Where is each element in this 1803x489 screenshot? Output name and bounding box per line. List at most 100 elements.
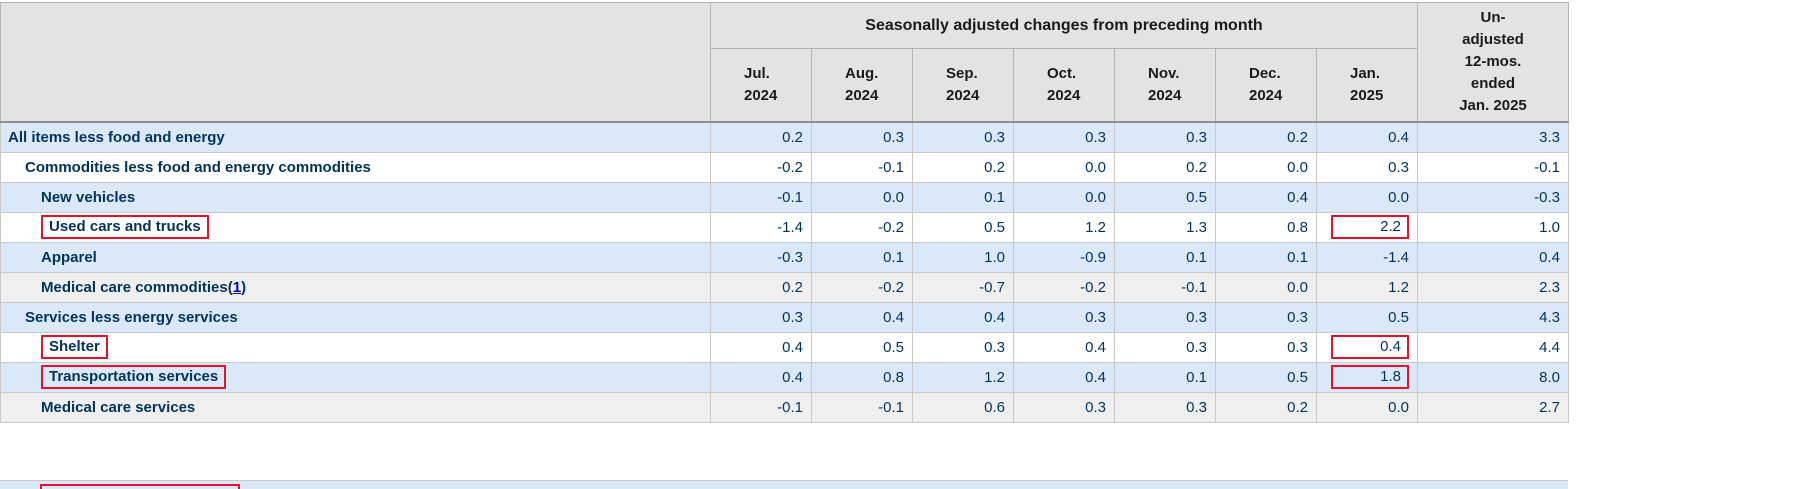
value-cell: 0.6	[912, 391, 1014, 423]
value-cell: 0.3	[912, 121, 1014, 153]
value-cell: 0.4	[1013, 331, 1115, 363]
value-cell: 0.3	[1114, 391, 1216, 423]
value-cell: -0.2	[811, 211, 913, 243]
unadjusted-header-line: ended	[1470, 75, 1516, 92]
value-cell: 0.2	[1114, 151, 1216, 183]
unadjusted-header-line: Jan. 2025	[1459, 97, 1527, 114]
value-cell: 0.4	[710, 361, 812, 393]
row-label-cell: Services less energy services	[0, 301, 711, 333]
value-cell: 0.8	[811, 361, 913, 393]
value-cell: 0.1	[811, 241, 913, 273]
table-row: Transportation services 0.4 0.8 1.2 0.4 0.1 0.…	[0, 361, 1569, 393]
value-cell: 1.2	[1316, 271, 1418, 303]
annual-value-cell: 4.4	[1417, 331, 1569, 363]
value-cell: 0.1	[1215, 241, 1317, 273]
value-cell: 1.2	[912, 361, 1014, 393]
month-header-row: Jul. 2024 Aug. 2024 Sep. 2024 Oct. 2024 Nov. 2024…	[1, 48, 1569, 124]
month-year-line: 2024	[1047, 87, 1081, 105]
table-row: Medical care commodities(1) 0.2 -0.2 -0.7 -0…	[0, 271, 1569, 303]
table-row: Apparel -0.3 0.1 1.0 -0.9 0.1 0.1 -1.4 0.4	[0, 241, 1569, 273]
month-year-line: 2024	[1249, 87, 1283, 105]
month-year-line: 2024	[946, 87, 980, 105]
month-column-header: Oct. 2024	[1013, 48, 1115, 124]
annual-value-cell: 8.0	[1417, 361, 1569, 393]
value-cell: -1.4	[710, 211, 812, 243]
table-row: Used cars and trucks -1.4 -0.2 0.5 1.2 1.3 0.8…	[0, 211, 1569, 243]
cpi-table: Seasonally adjusted changes from precedi…	[0, 1, 1569, 423]
value-cell: 0.1	[1114, 361, 1216, 393]
month-column-header: Jan. 2025	[1316, 48, 1418, 124]
annual-value-cell: 2.7	[1417, 391, 1569, 423]
table-row: All items less food and energy 0.2 0.3 0.3 0…	[0, 121, 1569, 153]
value-cell: 0.4	[1316, 331, 1418, 363]
row-label: All items less food and energy	[8, 128, 225, 146]
value-cell: 0.5	[912, 211, 1014, 243]
month-name-line: Jul.	[744, 65, 770, 83]
month-column-header: Jul. 2024	[710, 48, 812, 124]
value-cell: 0.4	[710, 331, 812, 363]
month-year-line: 2024	[845, 87, 879, 105]
value-cell: -1.4	[1316, 241, 1418, 273]
value-cell: 0.4	[811, 301, 913, 333]
value-cell: 0.4	[912, 301, 1014, 333]
month-column-header: Nov. 2024	[1114, 48, 1216, 124]
group-header-row: Seasonally adjusted changes from precedi…	[0, 1, 1569, 123]
row-label-cell: Shelter	[0, 331, 711, 363]
annual-value-cell: 0.4	[1417, 241, 1569, 273]
month-column-header: Aug. 2024	[811, 48, 913, 124]
row-label-cell: All items less food and energy	[0, 121, 711, 153]
row-label-cell: Apparel	[0, 241, 711, 273]
value-cell: -0.9	[1013, 241, 1115, 273]
annual-value-cell: -0.1	[1417, 151, 1569, 183]
row-label-cell: Commodities less food and energy commodi…	[0, 151, 711, 183]
month-year-line: 2024	[1148, 87, 1182, 105]
row-label: Services less energy services	[25, 308, 238, 326]
value-cell: 0.0	[811, 181, 913, 213]
table-header: Seasonally adjusted changes from precedi…	[0, 1, 1569, 124]
value-cell: 1.0	[912, 241, 1014, 273]
value-cell: -0.2	[710, 151, 812, 183]
value-cell: 1.8	[1316, 361, 1418, 393]
value-cell: 0.3	[1013, 301, 1115, 333]
jan-value-red-highlight-box: 0.4	[1331, 335, 1409, 359]
month-name-line: Dec.	[1249, 65, 1281, 83]
value-cell: 0.0	[1013, 181, 1115, 213]
annual-value-cell: 4.3	[1417, 301, 1569, 333]
value-cell: 0.1	[1114, 241, 1216, 273]
value-cell: 0.4	[1215, 181, 1317, 213]
annual-value-cell: 3.3	[1417, 121, 1569, 153]
value-cell: 0.2	[912, 151, 1014, 183]
row-label-red-highlight-box: Used cars and trucks	[41, 215, 209, 239]
value-cell: -0.2	[811, 271, 913, 303]
table-body: All items less food and energy 0.2 0.3 0.3 0…	[0, 121, 1569, 423]
jan-value-red-highlight-box: 2.2	[1331, 215, 1409, 239]
row-label-red-highlight-box: Transportation services	[41, 365, 227, 389]
value-cell: 0.3	[811, 121, 913, 153]
row-label: Medical care commodities	[41, 278, 228, 296]
unadjusted-header-line: adjusted	[1462, 31, 1524, 48]
row-label-cell: Medical care services	[0, 391, 711, 423]
value-cell: 0.3	[1114, 121, 1216, 153]
value-cell: -0.2	[1013, 271, 1115, 303]
value-cell: 0.5	[1316, 301, 1418, 333]
value-cell: 0.3	[1114, 301, 1216, 333]
value-cell: 0.2	[710, 121, 812, 153]
month-name-line: Sep.	[946, 65, 978, 83]
value-cell: 0.3	[1215, 331, 1317, 363]
annual-value-cell: 2.3	[1417, 271, 1569, 303]
footnote-link[interactable]: 1	[232, 278, 242, 296]
month-year-line: 2024	[744, 87, 778, 105]
unadjusted-12mo-column-header: Un-adjusted 12-mos. ended Jan. 2025	[1417, 2, 1569, 123]
value-cell: 0.0	[1215, 151, 1317, 183]
table-row: Medical care services -0.1 -0.1 0.6 0.3 0.3 0.…	[0, 391, 1569, 423]
row-label: Apparel	[41, 248, 97, 266]
value-cell: 0.5	[1114, 181, 1216, 213]
month-year-line: 2025	[1350, 87, 1384, 105]
row-label: Medical care services	[41, 398, 196, 416]
value-cell: 0.0	[1316, 391, 1418, 423]
value-cell: 0.0	[1215, 271, 1317, 303]
table-row: Services less energy services 0.3 0.4 0.4 0.…	[0, 301, 1569, 333]
value-cell: 1.2	[1013, 211, 1115, 243]
value-cell: -0.1	[811, 151, 913, 183]
value-cell: 0.8	[1215, 211, 1317, 243]
